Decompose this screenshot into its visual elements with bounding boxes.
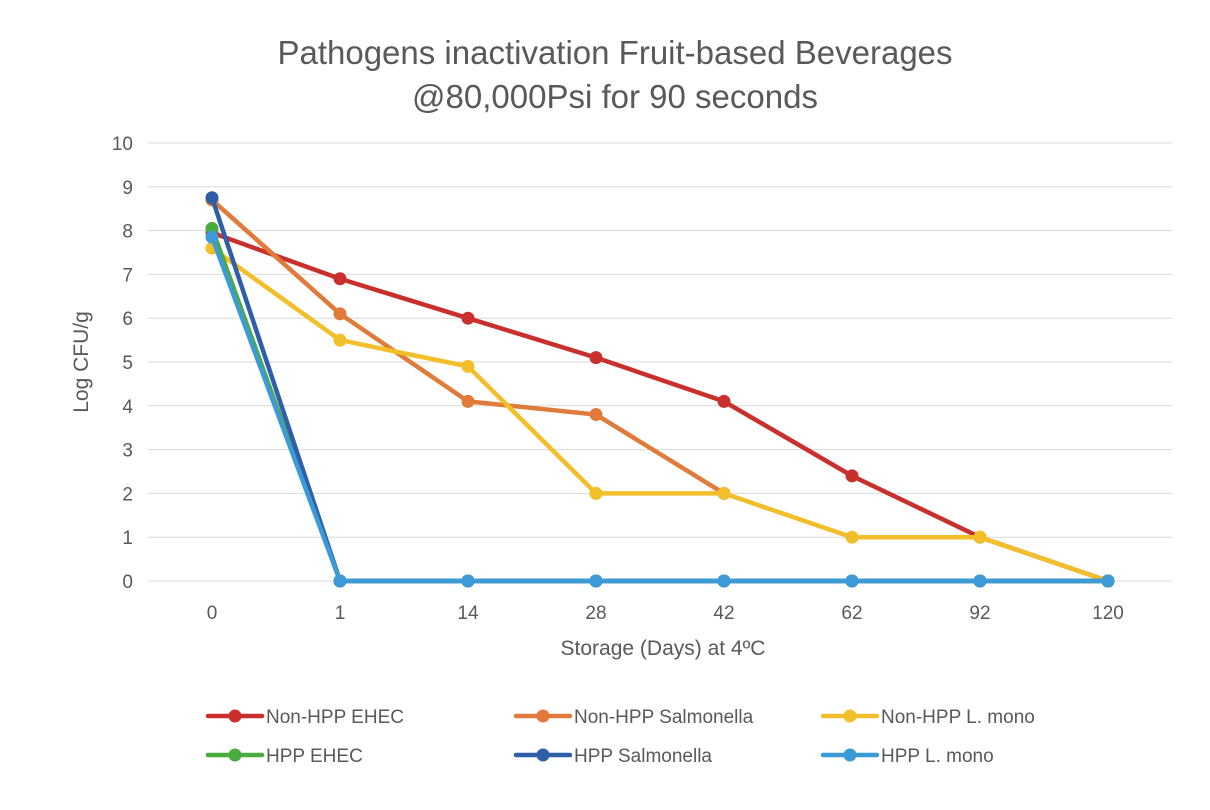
series-line — [209, 230, 1111, 584]
data-point — [589, 486, 603, 500]
y-tick-label: 5 — [122, 353, 133, 374]
data-point — [717, 486, 731, 500]
legend-swatch-marker — [843, 709, 857, 723]
y-tick-label: 8 — [122, 222, 133, 243]
data-point — [333, 272, 347, 286]
legend-swatch-marker — [843, 748, 857, 762]
data-point — [461, 359, 475, 373]
series-line — [209, 195, 1111, 584]
legend-label: Non-HPP L. mono — [881, 707, 1035, 728]
data-point — [333, 574, 347, 588]
data-point — [461, 574, 475, 588]
legend-swatch-marker — [536, 709, 550, 723]
data-point — [205, 230, 219, 244]
legend-swatch-marker — [228, 748, 242, 762]
legend-entry: Non-HPP Salmonella — [513, 707, 754, 728]
y-axis-title: Log CFU/g — [70, 311, 93, 413]
x-tick-label: 42 — [713, 603, 734, 624]
data-point — [845, 530, 859, 544]
legend-swatch-marker — [536, 748, 550, 762]
data-point — [333, 307, 347, 321]
data-point — [205, 191, 219, 205]
series-2 — [205, 241, 1115, 588]
legend-label: HPP Salmonella — [574, 746, 712, 767]
x-axis-title: Storage (Days) at 4ºC — [561, 637, 766, 660]
series-1 — [205, 193, 731, 500]
legend-label: HPP L. mono — [881, 746, 994, 767]
y-tick-label: 4 — [122, 397, 133, 418]
legend-entry: HPP Salmonella — [513, 746, 712, 767]
x-tick-label: 120 — [1092, 603, 1124, 624]
data-point — [589, 408, 603, 422]
series-line — [209, 245, 1111, 584]
legend-entry: Non-HPP L. mono — [820, 707, 1035, 728]
data-point — [717, 574, 731, 588]
y-tick-label: 1 — [122, 528, 133, 549]
y-axis-ticks: 0 1 2 3 4 5 6 7 8 9 10 — [112, 134, 134, 593]
x-axis-ticks: 0 1 14 28 42 62 92 120 — [207, 603, 1124, 624]
data-point — [333, 333, 347, 347]
legend-entry: HPP L. mono — [820, 746, 994, 767]
legend-label: Non-HPP Salmonella — [574, 707, 754, 728]
x-tick-label: 62 — [841, 603, 862, 624]
y-tick-label: 3 — [122, 441, 133, 462]
series-5 — [205, 230, 1115, 588]
x-tick-label: 28 — [585, 603, 606, 624]
y-tick-label: 0 — [122, 572, 133, 593]
chart-title-line-1: Pathogens inactivation Fruit-based Bever… — [277, 34, 952, 71]
gridlines — [148, 142, 1172, 582]
data-point — [461, 394, 475, 408]
series-4 — [205, 191, 1115, 588]
y-tick-label: 9 — [122, 178, 133, 199]
data-point — [973, 530, 987, 544]
data-point — [973, 574, 987, 588]
data-point — [461, 311, 475, 325]
y-tick-label: 7 — [122, 265, 133, 286]
x-tick-label: 14 — [457, 603, 479, 624]
legend-entry: HPP EHEC — [205, 746, 363, 767]
legend-label: Non-HPP EHEC — [266, 707, 404, 728]
legend-entry: Non-HPP EHEC — [205, 707, 404, 728]
data-point — [845, 574, 859, 588]
data-point — [845, 469, 859, 483]
data-point — [589, 574, 603, 588]
legend: Non-HPP EHEC Non-HPP Salmonella Non-HPP L.… — [205, 707, 1035, 767]
y-tick-label: 6 — [122, 309, 133, 330]
x-tick-label: 92 — [969, 603, 990, 624]
series-line — [209, 234, 1111, 584]
x-tick-label: 0 — [207, 603, 218, 624]
legend-label: HPP EHEC — [266, 746, 363, 767]
data-point — [1101, 574, 1115, 588]
y-tick-label: 10 — [112, 134, 133, 155]
x-tick-label: 1 — [335, 603, 346, 624]
series-lines — [205, 191, 1115, 588]
y-tick-label: 2 — [122, 484, 133, 505]
data-point — [589, 351, 603, 365]
chart-title-line-2: @80,000Psi for 90 seconds — [412, 78, 818, 115]
legend-swatch-marker — [228, 709, 242, 723]
data-point — [717, 394, 731, 408]
